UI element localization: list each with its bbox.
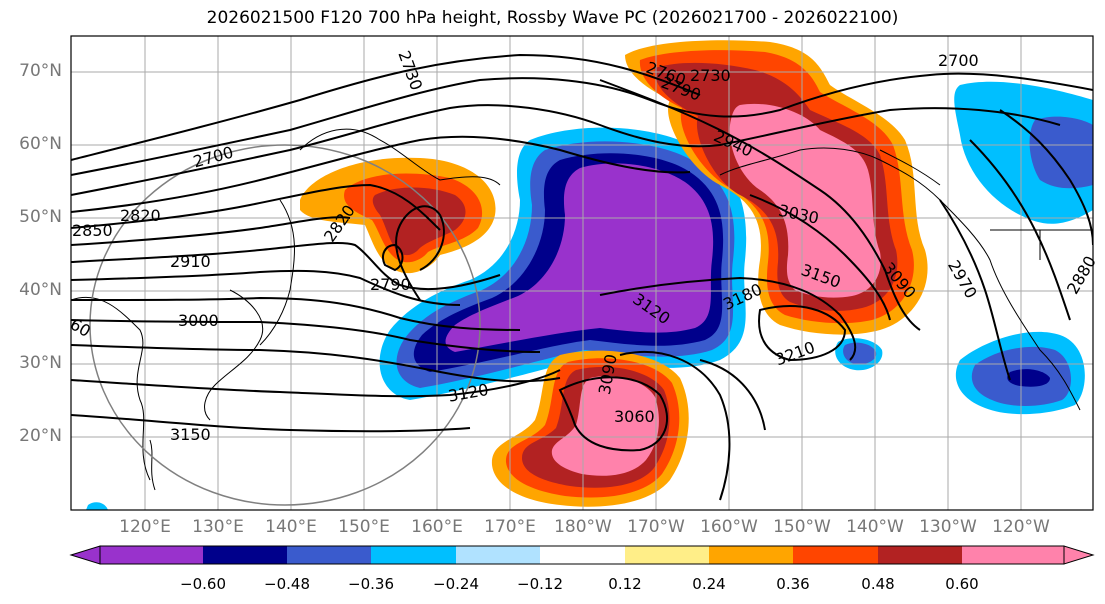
contour-label: 2910 <box>170 252 211 271</box>
coastlines <box>71 128 1093 491</box>
colorbar-arrow-left <box>69 545 101 565</box>
colorbar-bin <box>878 546 962 564</box>
colorbar-tick-label: 0.36 <box>776 575 810 593</box>
contour-label: 3150 <box>170 425 211 444</box>
lon-label: 150°E <box>338 517 390 537</box>
colorbar-bin <box>456 546 540 564</box>
contour-label: 3060 <box>614 407 655 426</box>
lon-label: 160°E <box>411 517 463 537</box>
colorbar <box>69 545 1095 565</box>
colorbar-arrow-right <box>1063 545 1095 565</box>
negative-anomaly-gulf-of-alaska <box>954 81 1093 224</box>
contour-label: 3000 <box>178 311 219 330</box>
colorbar-bin <box>203 546 287 564</box>
colorbar-tick-label: 0.48 <box>861 575 895 593</box>
lon-label: 120°E <box>119 517 171 537</box>
colorbar-bin <box>100 546 203 564</box>
contour-label: 2820 <box>120 206 161 225</box>
lon-label: 150°W <box>773 517 831 537</box>
contour-label: 2730 <box>690 66 731 85</box>
lon-label: 120°W <box>992 517 1050 537</box>
colorbar-bin <box>625 546 709 564</box>
negative-anomaly-california <box>955 331 1085 415</box>
contour-label: 2850 <box>72 221 113 240</box>
colorbar-bin <box>287 546 371 564</box>
colorbar-tick-label: 0.12 <box>608 575 642 593</box>
colorbar-bin <box>962 546 1064 564</box>
lat-label: 30°N <box>19 353 62 373</box>
colorbar-bin <box>540 546 625 564</box>
negative-anomaly-central-pacific <box>379 127 747 400</box>
colorbar-tick-label: −0.60 <box>180 575 226 593</box>
lon-label: 130°W <box>919 517 977 537</box>
lon-label: 170°W <box>627 517 685 537</box>
colorbar-tick-label: −0.24 <box>433 575 479 593</box>
colorbar-tick-label: −0.36 <box>348 575 394 593</box>
map-frame <box>70 35 1094 511</box>
colorbar-tick-label: 0.24 <box>692 575 726 593</box>
colorbar-tick-label: 0.60 <box>945 575 979 593</box>
colorbar-tick-label: −0.48 <box>264 575 310 593</box>
contour-label: 2790 <box>370 275 411 294</box>
colorbar-frame <box>99 545 1065 565</box>
lat-label: 20°N <box>19 426 62 446</box>
reference-circle <box>89 144 481 506</box>
chart-title: 2026021500 F120 700 hPa height, Rossby W… <box>206 8 899 28</box>
lon-label: 180°W <box>554 517 612 537</box>
colorbar-bin <box>709 546 793 564</box>
lon-label: 140°E <box>265 517 317 537</box>
lon-label: 130°E <box>192 517 244 537</box>
colorbar-bin <box>371 546 456 564</box>
lat-label: 50°N <box>19 207 62 227</box>
colorbar-tick-label: −0.12 <box>517 575 563 593</box>
lon-label: 170°E <box>484 517 536 537</box>
colorbar-bin <box>793 546 878 564</box>
lat-label: 60°N <box>19 134 62 154</box>
height-contours <box>71 53 1093 501</box>
lon-label: 160°W <box>700 517 758 537</box>
lon-label: 140°W <box>846 517 904 537</box>
lat-label: 70°N <box>19 61 62 81</box>
contour-label: 2700 <box>938 51 979 70</box>
lat-label: 40°N <box>19 280 62 300</box>
